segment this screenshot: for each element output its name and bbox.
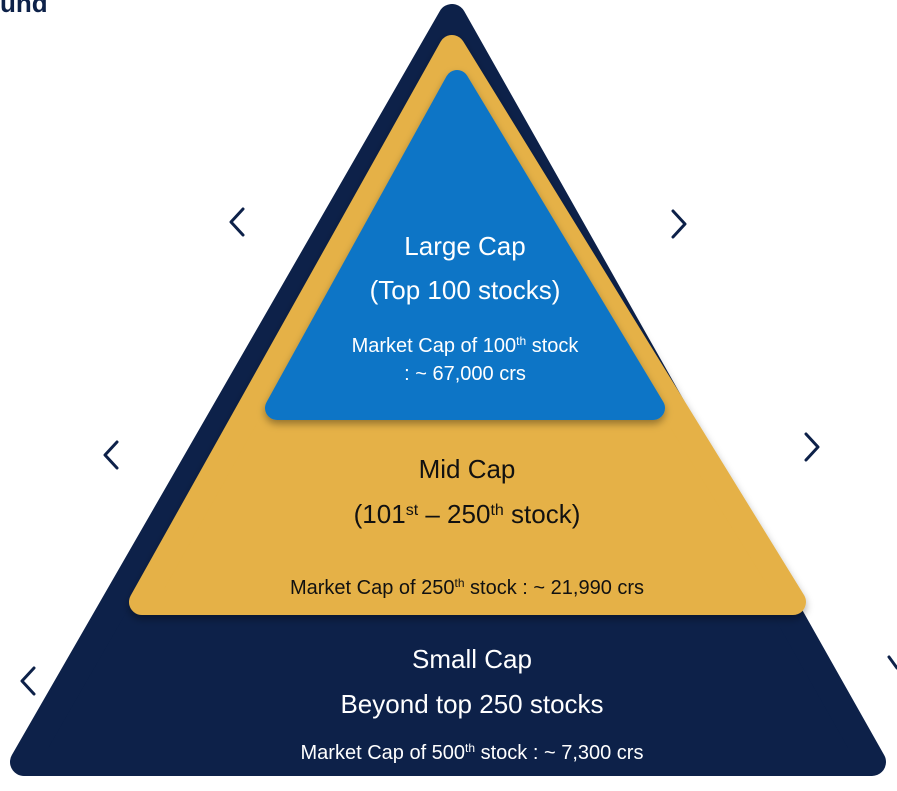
chevron-right [671,209,687,239]
chevron-left [229,207,245,237]
tier-text: (101st – 250th stock) [354,499,581,529]
text-segment: (Top 100 stocks) [370,275,561,305]
tier-text: : ~ 67,000 crs [404,363,526,385]
superscript: th [465,741,475,755]
text-segment: Large Cap [404,231,525,261]
superscript: th [490,502,503,519]
text-segment: Mid Cap [419,454,516,484]
text-segment: stock : ~ 7,300 crs [475,742,643,764]
tier-text: Market Cap of 250th stock : ~ 21,990 crs [290,576,644,599]
tier-text: Market Cap of 500th stock : ~ 7,300 crs [301,741,644,764]
tier-text: Mid Cap [419,454,516,484]
superscript: st [406,502,419,519]
text-segment: stock [526,335,579,357]
text-segment: stock) [504,499,581,529]
superscript: th [516,334,526,348]
text-segment: stock : ~ 21,990 crs [465,577,645,599]
text-segment: Market Cap of 100 [352,335,517,357]
text-segment: – 250 [418,499,490,529]
chevron-right [804,432,820,462]
superscript: th [454,576,464,590]
tier-text: Large Cap [404,231,525,261]
text-segment: Market Cap of 250 [290,577,455,599]
tier-text: Small Cap [412,644,532,674]
text-segment: Small Cap [412,644,532,674]
tier-text: (Top 100 stocks) [370,275,561,305]
tier-text: Beyond top 250 stocks [340,689,603,719]
chevron-right [887,655,897,670]
text-segment: Beyond top 250 stocks [340,689,603,719]
large-cap-tier [265,70,665,420]
text-segment: (101 [354,499,406,529]
tier-text: Market Cap of 100th stock [352,334,580,357]
text-segment: Market Cap of 500 [301,742,466,764]
chevron-left [20,666,36,696]
chevron-left [103,440,119,470]
text-segment: : ~ 67,000 crs [404,363,526,385]
title: und [0,0,48,18]
